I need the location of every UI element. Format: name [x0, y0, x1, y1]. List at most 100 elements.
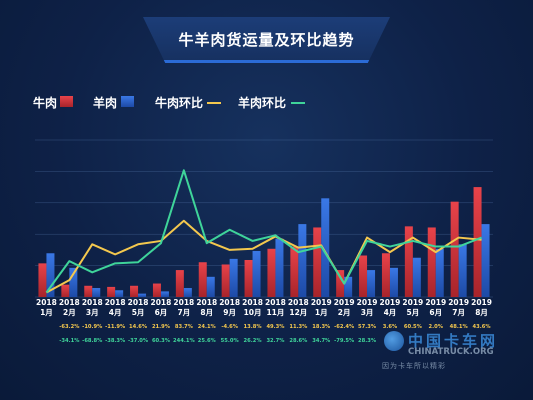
bar-mutton [252, 251, 261, 297]
bar-mutton [275, 238, 284, 297]
mutton-mom-label: 28.6% [289, 338, 308, 344]
legend-swatch-mutton [121, 96, 134, 107]
legend-label-mutton-mom: 羊肉环比 [238, 96, 287, 110]
legend-label-mutton: 羊肉 [93, 96, 118, 110]
bar-beef [84, 285, 93, 297]
mutton-mom-label: 26.2% [244, 338, 263, 344]
bar-beef [450, 201, 459, 297]
beef-mom-label: 3.6% [383, 324, 398, 330]
mutton-mom-label: -34.1% [59, 338, 80, 344]
mutton-mom-label: -79.5% [334, 338, 355, 344]
bar-beef [336, 270, 345, 297]
bar-beef [359, 255, 368, 297]
x-tick-month: 3月 [86, 308, 99, 317]
x-tick-year: 2019 [402, 298, 423, 307]
x-tick-month: 6月 [429, 308, 442, 317]
beef-mom-label: 2.0% [429, 324, 444, 330]
x-tick-month: 8月 [475, 308, 488, 317]
x-tick-month: 1月 [40, 308, 53, 317]
x-tick-year: 2018 [288, 298, 309, 307]
mutton-mom-label: 55.0% [221, 338, 240, 344]
legend-swatch-beef [60, 96, 73, 107]
x-tick-month: 10月 [244, 308, 262, 317]
x-tick-year: 2019 [357, 298, 378, 307]
page-title: 牛羊肉货运量及环比趋势 [178, 31, 355, 49]
beef-mom-label: 57.3% [358, 324, 377, 330]
x-tick-year: 2018 [173, 298, 194, 307]
x-tick-month: 2月 [338, 308, 351, 317]
beef-mom-label: -63.2% [59, 324, 80, 330]
beef-mom-label: 14.6% [129, 324, 148, 330]
beef-mom-label: 21.9% [152, 324, 171, 330]
mutton-mom-label: 25.6% [198, 338, 217, 344]
x-tick-year: 2019 [380, 298, 401, 307]
x-tick-month: 11月 [266, 308, 284, 317]
legend-line-mutton-mom [291, 102, 305, 104]
bar-mutton [92, 288, 101, 297]
x-tick-month: 4月 [109, 308, 122, 317]
beef-mom-label: 11.3% [289, 324, 308, 330]
bar-mutton [69, 267, 78, 297]
beef-mom-label: -11.9% [105, 324, 126, 330]
x-tick-year: 2019 [471, 298, 492, 307]
bar-beef [381, 253, 390, 297]
watermark-domain: CHINATRUCK.ORG [408, 347, 494, 357]
beef-mom-label: -62.4% [334, 324, 355, 330]
x-tick-month: 2月 [63, 308, 76, 317]
watermark-logo-icon [384, 331, 404, 351]
bar-beef [61, 284, 70, 297]
x-tick-year: 2018 [219, 298, 240, 307]
legend-label-beef-mom: 牛肉环比 [155, 96, 204, 110]
line-mutton-mom [45, 169, 482, 294]
legend-line-beef-mom [207, 102, 221, 104]
bar-mutton [183, 288, 192, 297]
bar-mutton [115, 290, 124, 297]
x-tick-year: 2018 [59, 298, 80, 307]
x-tick-year: 2019 [425, 298, 446, 307]
beef-mom-label: 83.7% [175, 324, 194, 330]
bar-beef [152, 283, 161, 297]
bar-beef [221, 264, 230, 297]
x-tick-year: 2018 [82, 298, 103, 307]
beef-mom-label: -4.6% [221, 324, 238, 330]
line-beef-mom [45, 219, 482, 294]
x-tick-year: 2018 [151, 298, 172, 307]
chart-lines [45, 169, 482, 294]
bar-beef [313, 227, 322, 297]
chart-bars [38, 187, 490, 297]
beef-mom-label: 48.1% [450, 324, 469, 330]
x-tick-month: 4月 [384, 308, 397, 317]
x-tick-month: 5月 [132, 308, 145, 317]
bar-mutton [46, 253, 55, 297]
x-tick-year: 2018 [105, 298, 126, 307]
bar-beef [175, 270, 184, 297]
watermark: 中国卡车网 CHINATRUCK.ORG 因为卡车所以精彩 [382, 330, 500, 376]
chart-grid [35, 139, 493, 298]
legend-label-beef: 牛肉 [33, 96, 58, 110]
bar-mutton [435, 248, 444, 297]
bar-mutton [344, 276, 353, 297]
x-tick-year: 2019 [311, 298, 332, 307]
x-tick-month: 1月 [315, 308, 328, 317]
title-banner: 牛羊肉货运量及环比趋势 [143, 17, 390, 63]
watermark-slogan: 因为卡车所以精彩 [382, 362, 446, 370]
bar-beef [473, 187, 482, 297]
x-tick-year: 2018 [265, 298, 286, 307]
bar-mutton [298, 224, 307, 297]
x-tick-year: 2018 [128, 298, 149, 307]
bar-mutton [206, 276, 215, 297]
x-tick-month: 7月 [177, 308, 190, 317]
x-tick-month: 6月 [155, 308, 168, 317]
bar-mutton [321, 198, 330, 297]
beef-mom-label: 13.8% [244, 324, 263, 330]
x-tick-month: 5月 [406, 308, 419, 317]
mutton-mom-label: -38.3% [105, 338, 126, 344]
x-tick-year: 2018 [242, 298, 263, 307]
bar-beef [267, 248, 276, 297]
bar-mutton [412, 257, 421, 297]
beef-mom-label: 49.3% [266, 324, 285, 330]
bar-mutton [138, 293, 147, 297]
bar-beef [404, 226, 413, 297]
x-tick-year: 2018 [36, 298, 57, 307]
